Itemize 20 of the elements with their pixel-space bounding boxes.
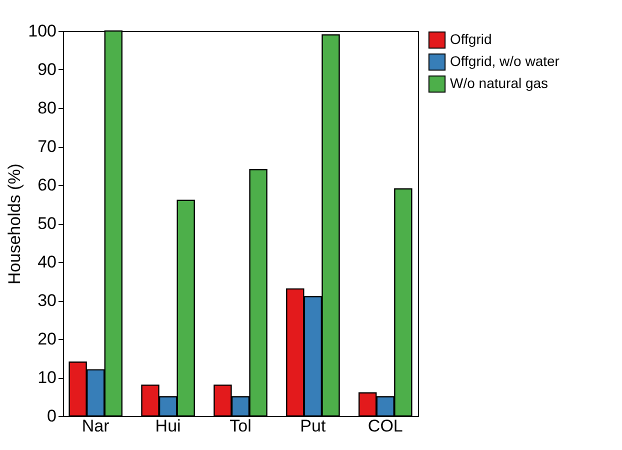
y-axis-title: Households (%)	[5, 164, 24, 284]
y-tick-label: 40	[38, 252, 56, 272]
y-tick-label: 60	[38, 176, 56, 194]
y-tick-label: 30	[38, 291, 56, 310]
x-tick-label: Tol	[230, 416, 252, 436]
x-tick-label: Nar	[82, 416, 110, 436]
y-tick-label: 70	[38, 137, 56, 156]
y-tick-label: 50	[38, 214, 56, 233]
y-tick-label: 90	[38, 60, 56, 79]
legend-label: W/o natural gas	[450, 75, 548, 91]
x-tick-label: Hui	[155, 416, 181, 436]
y-tick-label: 10	[38, 368, 56, 387]
y-tick-label: 100	[28, 22, 56, 40]
legend-label: Offgrid	[450, 31, 492, 47]
x-tick-label: COL	[368, 416, 403, 436]
legend-label: Offgrid, w/o water	[450, 53, 560, 69]
y-tick-label: 80	[38, 98, 56, 118]
y-tick-label: 20	[38, 330, 56, 348]
x-tick-label: Put	[300, 416, 326, 436]
y-tick-label: 0	[47, 406, 56, 426]
